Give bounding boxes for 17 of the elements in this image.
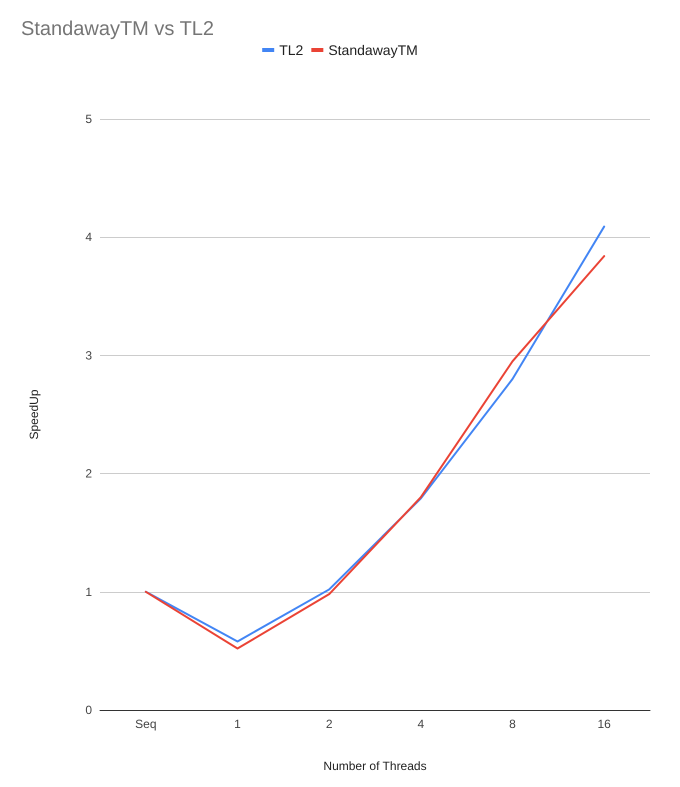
y-tick-label: 2 [85, 466, 92, 481]
x-tick-label: 1 [234, 717, 242, 731]
legend-label: StandawayTM [328, 42, 418, 58]
x-tick-label: Seq [135, 717, 157, 731]
y-axis-title: SpeedUp [27, 389, 41, 440]
x-axis-title: Number of Threads [323, 759, 427, 773]
y-tick-label: 1 [85, 584, 92, 599]
chart-title: StandawayTM vs TL2 [21, 18, 214, 40]
y-tick-label: 4 [85, 230, 92, 244]
y-tick-label: 0 [85, 703, 92, 717]
legend-label: TL2 [279, 42, 304, 58]
x-tick-label: 16 [597, 717, 612, 731]
x-tick-label: 4 [417, 717, 424, 731]
x-tick-label: 2 [326, 717, 333, 731]
y-tick-label: 5 [85, 112, 92, 126]
y-tick-label: 3 [85, 348, 92, 362]
x-tick-label: 8 [509, 717, 516, 731]
